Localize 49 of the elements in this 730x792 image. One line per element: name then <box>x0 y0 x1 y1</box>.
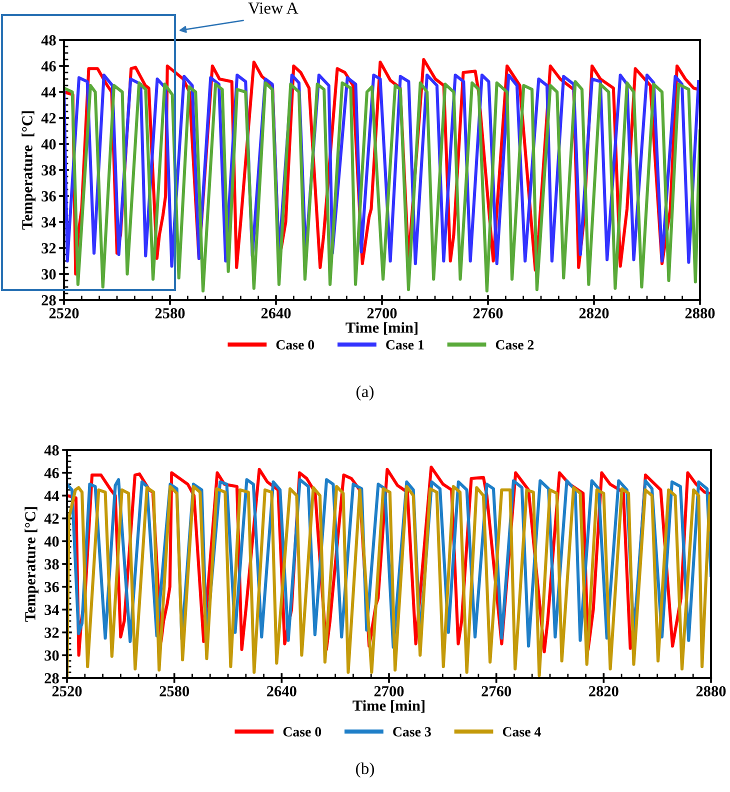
y-axis-title: Temperature [°C] <box>24 507 39 622</box>
legend-label: Case 0 <box>276 340 314 350</box>
x-tick-label: 2760 <box>482 686 512 696</box>
y-tick-label: 30 <box>42 269 56 280</box>
legend-label: Case 4 <box>502 727 541 737</box>
y-tick-label: 32 <box>42 243 56 254</box>
text: View A <box>248 2 298 14</box>
y-tick-label: 34 <box>42 217 56 228</box>
x-tick-label: 2520 <box>52 686 82 696</box>
x-tick-label: 2580 <box>160 686 190 696</box>
y-tick-label: 28 <box>42 295 56 306</box>
x-axis-title: Time [min] <box>352 700 424 713</box>
legend-label: Case 1 <box>386 340 424 350</box>
y-tick-label: 28 <box>44 673 59 684</box>
x-tick-label: 2700 <box>367 308 397 318</box>
y-tick-label: 46 <box>41 61 56 72</box>
x-tick-label: 2880 <box>696 686 726 696</box>
x-tick-label: 2580 <box>155 308 185 318</box>
y-tick-label: 38 <box>42 165 56 176</box>
y-axis-title: Temperature [°C] <box>22 111 36 230</box>
x-tick-label: 2700 <box>374 686 404 696</box>
y-tick-label: 42 <box>44 514 59 524</box>
x-tick-label: 2640 <box>261 308 291 318</box>
legend-label: Case 0 <box>283 727 322 737</box>
x-tick-label: 2520 <box>49 308 79 318</box>
y-tick-label: 34 <box>44 604 60 616</box>
legend-label: Case 3 <box>393 727 431 737</box>
y-tick-label: 46 <box>44 468 59 478</box>
text: (a) <box>356 385 374 401</box>
x-tick-label: 2760 <box>473 308 503 318</box>
text: (b) <box>356 762 374 778</box>
y-tick-label: 36 <box>42 191 56 202</box>
y-tick-label: 44 <box>41 87 56 98</box>
y-tick-label: 32 <box>44 628 59 638</box>
y-tick-label: 48 <box>41 35 56 46</box>
y-tick-label: 38 <box>44 559 59 570</box>
legend-label: Case 2 <box>496 340 534 350</box>
x-tick-label: 2820 <box>589 686 618 696</box>
x-tick-label: 2640 <box>267 686 296 696</box>
y-tick-label: 42 <box>41 113 56 124</box>
y-tick-label: 44 <box>44 490 60 501</box>
x-axis-title: Time [min] <box>346 322 418 335</box>
y-tick-label: 48 <box>44 445 59 456</box>
x-tick-label: 2820 <box>579 308 609 318</box>
x-tick-label: 2880 <box>685 308 715 318</box>
y-tick-label: 36 <box>44 582 59 592</box>
y-tick-label: 30 <box>44 650 59 661</box>
y-tick-label: 40 <box>44 536 59 547</box>
y-tick-label: 40 <box>41 139 56 150</box>
